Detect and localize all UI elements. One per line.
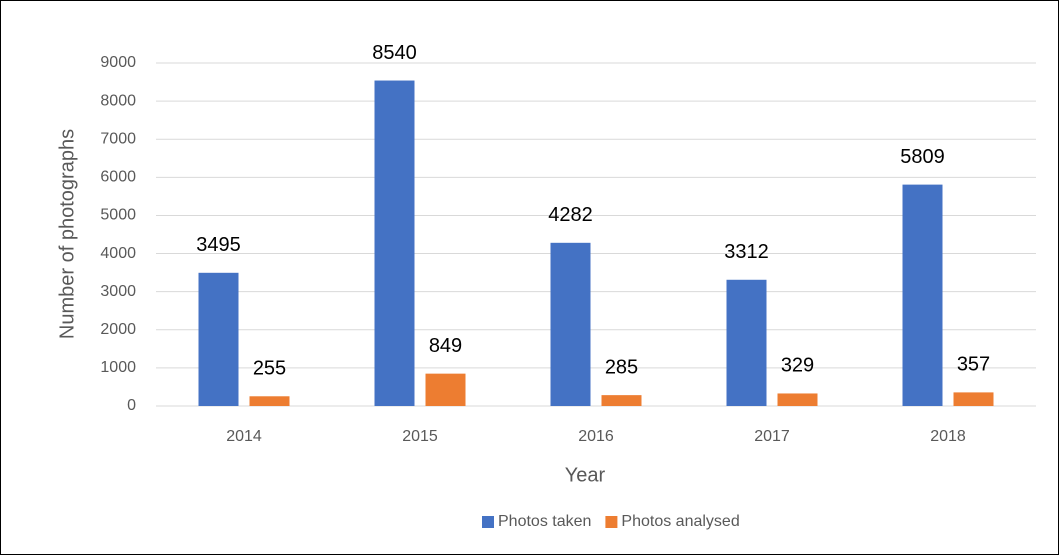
data-label: 255 (253, 358, 286, 380)
bar (601, 395, 642, 406)
legend-swatch (605, 516, 618, 528)
data-label: 329 (781, 355, 814, 377)
bar (425, 373, 466, 406)
bar (726, 279, 767, 406)
bar (953, 392, 994, 406)
legend-label: Photos taken (498, 513, 591, 530)
x-tick-label: 2016 (578, 428, 614, 445)
data-label: 285 (605, 356, 638, 378)
data-label: 357 (957, 354, 990, 376)
bar (777, 393, 818, 406)
data-label: 849 (429, 335, 462, 357)
y-tick-label: 6000 (100, 169, 136, 186)
y-tick-label: 8000 (100, 92, 136, 109)
bar (902, 184, 943, 406)
bar (374, 80, 415, 406)
y-tick-label: 5000 (100, 207, 136, 224)
y-tick-label: 2000 (100, 321, 136, 338)
y-tick-label: 4000 (100, 245, 136, 262)
x-tick-label: 2017 (754, 428, 790, 445)
data-label: 5809 (900, 146, 945, 168)
y-tick-label: 1000 (100, 359, 136, 376)
y-tick-label: 7000 (100, 130, 136, 147)
data-label: 3495 (196, 234, 241, 256)
data-label: 3312 (724, 241, 769, 263)
x-tick-label: 2015 (402, 428, 438, 445)
y-tick-label: 9000 (100, 54, 136, 71)
x-axis-title: Year (565, 464, 606, 486)
data-label: 8540 (372, 42, 417, 64)
x-tick-label: 2018 (930, 428, 966, 445)
y-tick-label: 3000 (100, 283, 136, 300)
bar (198, 272, 239, 406)
y-axis-title: Number of photographs (56, 129, 78, 339)
data-label: 4282 (548, 204, 593, 226)
x-tick-label: 2014 (226, 428, 262, 445)
legend-label: Photos analysed (621, 513, 739, 530)
y-tick-label: 0 (127, 397, 136, 414)
bar (249, 396, 290, 406)
legend-swatch (482, 516, 494, 528)
bar (550, 242, 591, 406)
